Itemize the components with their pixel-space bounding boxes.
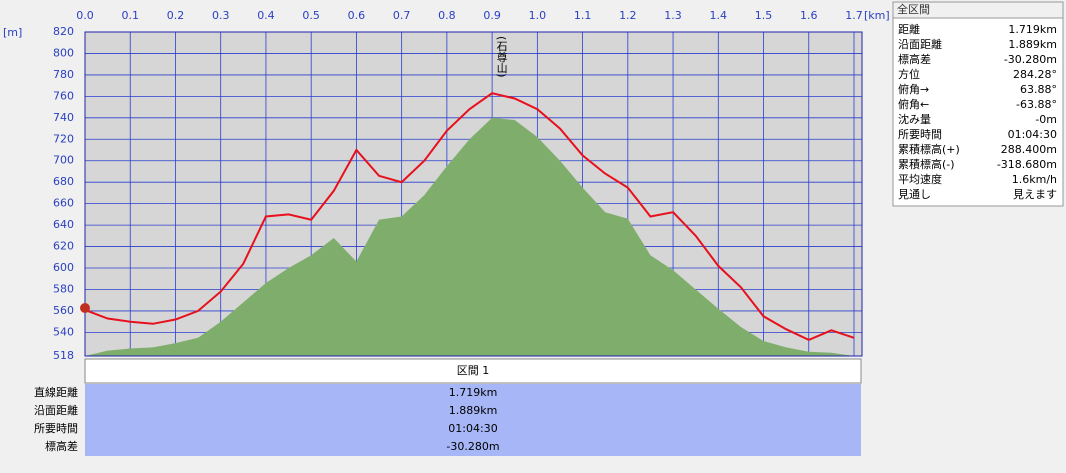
section-body [85,384,861,456]
summary-value: 見えます [1013,188,1057,201]
x-tick-label: 1.3 [664,9,682,22]
summary-label: 見通し [898,188,931,201]
summary-value: -0m [1035,113,1057,126]
section-label: 直線距離 [34,385,78,399]
x-tick-label: 0.4 [257,9,275,22]
summary-rows: 距離 1.719km 沿面距離 1.889km 標高差 -30.280m 方位 284.28°… [898,22,1057,201]
summary-panel [892,1,1064,207]
x-tick-label: 1.5 [755,9,773,22]
annotation: (石尊山) [495,36,508,78]
summary-value: 288.400m [1001,143,1057,156]
summary-label: 俯角← [898,97,929,111]
summary-title: 全区間 [897,2,930,16]
section-value: 01:04:30 [448,422,497,435]
plot-frame [84,31,863,357]
section-value: -30.280m [446,440,499,453]
summary-value: 1.6km/h [1012,173,1057,186]
x-tick-label: 1.2 [619,9,637,22]
y-tick-label: 760 [53,89,74,102]
summary-label: 累積標高(+) [898,142,960,156]
x-tick-label: 1.4 [710,9,728,22]
summary-label: 所要時間 [898,128,942,141]
start-marker [80,303,90,313]
y-axis-label: [m] [3,26,22,39]
summary-label: 累積標高(-) [898,157,955,171]
summary-label: 距離 [898,22,920,36]
x-tick-label: 0.9 [483,9,501,22]
y-tick-label: 518 [53,349,74,362]
x-tick-label: 1.7 [845,9,863,22]
y-tick-label: 640 [53,218,74,231]
terrain-area [85,117,854,356]
summary-value: -63.88° [1016,98,1057,111]
x-tick-label: 1.0 [529,9,547,22]
section-label: 標高差 [45,439,78,453]
x-tick-label: 1.6 [800,9,818,22]
y-tick-label: 560 [53,304,74,317]
section-header [84,358,862,384]
section-rows: 直線距離 1.719km 沿面距離 1.889km 所要時間 01:04:30 標高差 -30… [34,385,500,453]
x-tick-label: 0.7 [393,9,411,22]
x-tick-label: 0.2 [167,9,185,22]
section-label: 沿面距離 [34,403,78,417]
section-label: 所要時間 [34,422,78,435]
x-tick-label: 0.8 [438,9,456,22]
y-tick-label: 780 [53,68,74,81]
summary-value: 63.88° [1020,83,1057,96]
x-tick-label: 1.1 [574,9,592,22]
summary-value: -318.680m [997,158,1057,171]
summary-label: 方位 [898,67,920,81]
summary-header [892,1,1064,19]
summary-value: 1.719km [1008,23,1057,36]
summary-value: 284.28° [1013,68,1057,81]
y-tick-label: 580 [53,282,74,295]
x-tick-label: 0.3 [212,9,230,22]
x-tick-label: 0.5 [302,9,320,22]
summary-label: 俯角→ [898,82,929,96]
x-tick-label: 0.6 [348,9,366,22]
summary-value: 1.889km [1008,38,1057,51]
x-tick-label: 0.1 [121,9,139,22]
y-tick-label: 740 [53,111,74,124]
summary-label: 沈み量 [898,112,931,126]
y-tick-label: 820 [53,25,74,38]
y-tick-label: 660 [53,197,74,210]
y-tick-label: 680 [53,175,74,188]
section-value: 1.719km [449,386,498,399]
summary-label: 標高差 [898,52,931,66]
section-value: 1.889km [449,404,498,417]
y-tick-label: 720 [53,132,74,145]
route-line [84,92,855,341]
summary-value: -30.280m [1004,53,1057,66]
y-tick-label: 600 [53,261,74,274]
y-tick-label: 620 [53,240,74,253]
section-title: 区間 1 [457,364,490,377]
x-tick-label: 0.0 [76,9,94,22]
y-tick-label: 700 [53,154,74,167]
x-axis-label: [km] [864,9,890,22]
summary-label: 沿面距離 [898,37,942,51]
y-tick-label: 800 [53,46,74,59]
summary-label: 平均速度 [898,172,942,186]
summary-value: 01:04:30 [1008,128,1057,141]
y-tick-label: 540 [53,325,74,338]
